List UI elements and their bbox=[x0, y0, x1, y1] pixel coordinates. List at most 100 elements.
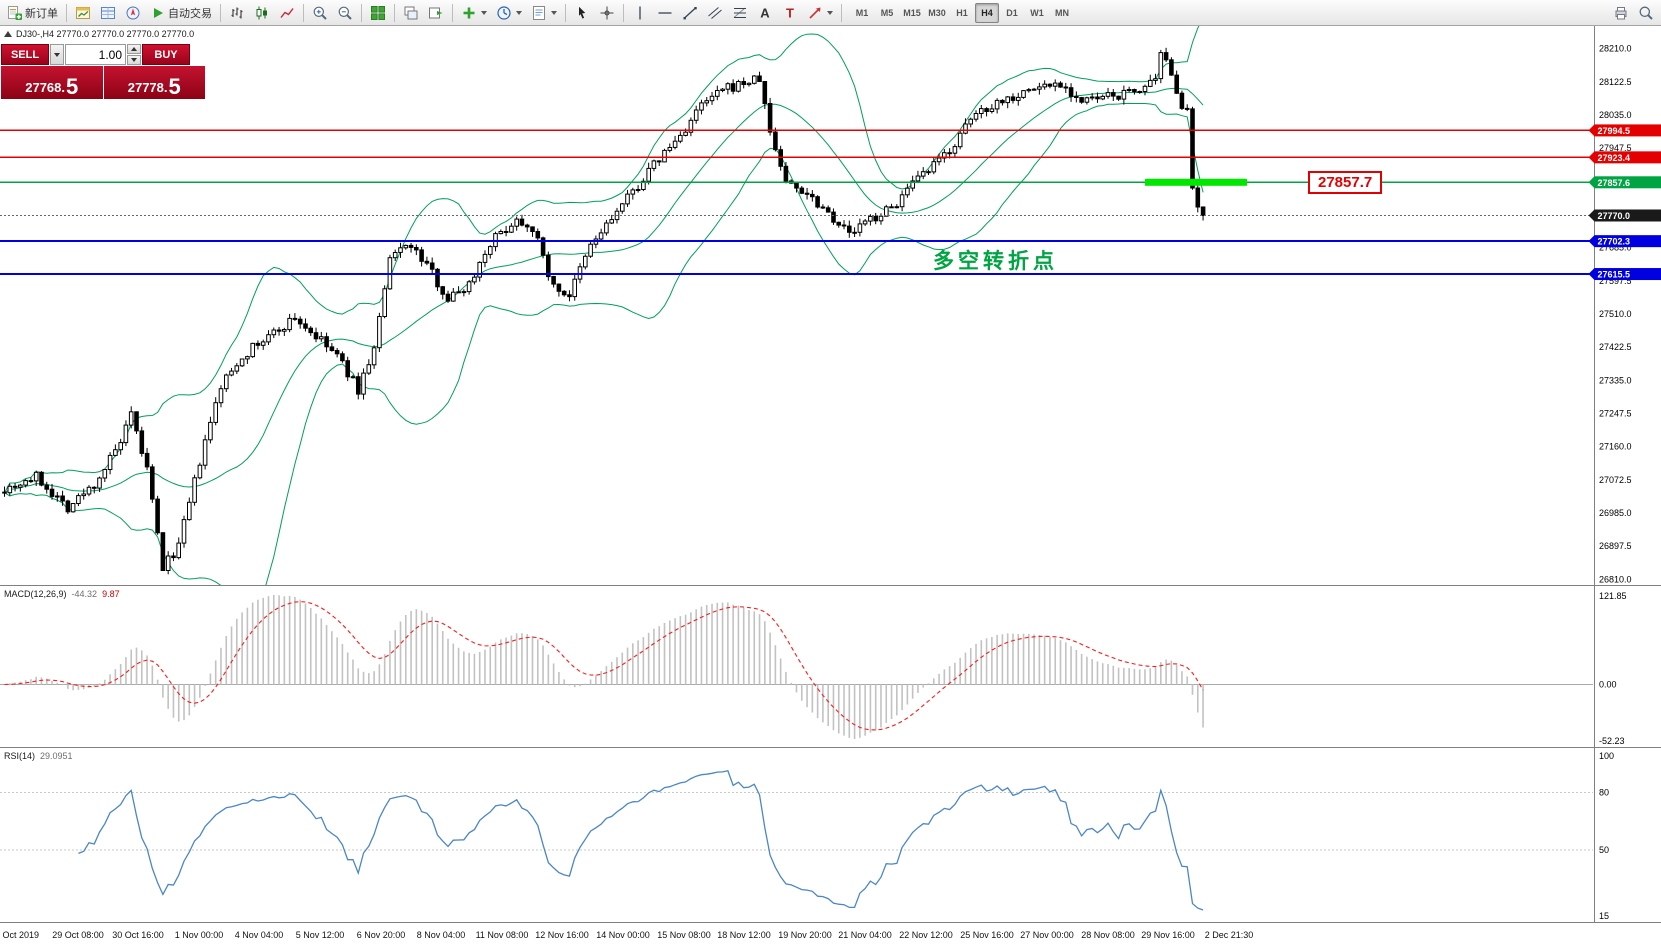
charts-window-button[interactable] bbox=[71, 2, 95, 24]
zoom-out-button[interactable] bbox=[333, 2, 357, 24]
toolbar-separator bbox=[841, 3, 842, 22]
zoom-in-button[interactable] bbox=[308, 2, 332, 24]
macd-signal-line bbox=[4, 601, 1204, 731]
chevron-down-icon bbox=[551, 10, 557, 15]
svg-text:50: 50 bbox=[1599, 845, 1609, 855]
market-watch-button[interactable] bbox=[96, 2, 120, 24]
vertical-line-button[interactable] bbox=[628, 2, 652, 24]
timeframe-h1-button[interactable]: H1 bbox=[956, 7, 968, 18]
templates-button[interactable] bbox=[527, 2, 561, 24]
text-button[interactable]: A bbox=[753, 2, 777, 24]
time-axis-label: 29 Nov 16:00 bbox=[1141, 930, 1195, 940]
sell-price-main: 27768. bbox=[25, 80, 65, 95]
volume-increase-button[interactable] bbox=[127, 44, 141, 54]
horizontal-line-button[interactable] bbox=[653, 2, 677, 24]
current-price-tag-text: 27770.0 bbox=[1598, 211, 1631, 221]
volume-input[interactable] bbox=[65, 44, 126, 65]
svg-text:100: 100 bbox=[1599, 751, 1614, 761]
new-order-button[interactable]: 新订单 bbox=[3, 2, 62, 24]
volume-decrease-button[interactable] bbox=[127, 55, 141, 65]
svg-text:27422.5: 27422.5 bbox=[1599, 342, 1632, 352]
sell-price[interactable]: 27768. 5 bbox=[1, 66, 103, 99]
collapse-panel-icon[interactable] bbox=[4, 31, 12, 37]
fibonacci-button[interactable] bbox=[728, 2, 752, 24]
channel-icon bbox=[707, 5, 723, 21]
volume-dropdown-button[interactable] bbox=[50, 44, 64, 65]
timeframe-h4-button[interactable]: H4 bbox=[975, 2, 999, 23]
timeframe-m1-button[interactable]: M1 bbox=[855, 7, 869, 18]
candlestick-mode-button[interactable] bbox=[250, 2, 274, 24]
svg-text:-52.23: -52.23 bbox=[1599, 736, 1625, 746]
svg-text:15: 15 bbox=[1599, 911, 1609, 921]
chart-shift-button[interactable] bbox=[424, 2, 448, 24]
rsi-indicator-label: RSI(14) 29.0951 bbox=[4, 751, 73, 761]
time-axis[interactable]: 8 Oct 2019 29 Oct 08:00 30 Oct 16:00 1 Nov … bbox=[0, 923, 1661, 949]
buy-price-main: 27778. bbox=[127, 80, 168, 95]
toolbar-right-group bbox=[1609, 2, 1658, 24]
trendline-button[interactable] bbox=[678, 2, 702, 24]
timeframe-m15-button[interactable]: M15 bbox=[903, 7, 921, 18]
svg-text:80: 80 bbox=[1599, 787, 1609, 797]
arrows-button[interactable] bbox=[803, 2, 837, 24]
line-chart-mode-button[interactable] bbox=[275, 2, 299, 24]
chevron-down-icon bbox=[481, 10, 487, 15]
cursor-button[interactable] bbox=[570, 2, 594, 24]
buy-price[interactable]: 27778. 5 bbox=[103, 66, 205, 99]
svg-text:T: T bbox=[786, 5, 794, 20]
macd-histogram bbox=[8, 595, 1204, 739]
time-axis-label: 6 Nov 20:00 bbox=[356, 930, 406, 940]
equidistant-channel-button[interactable] bbox=[703, 2, 727, 24]
crosshair-button[interactable] bbox=[595, 2, 619, 24]
macd-name: MACD(12,26,9) bbox=[4, 589, 67, 599]
bar-chart-mode-button[interactable] bbox=[225, 2, 249, 24]
new-order-label: 新订单 bbox=[25, 7, 58, 20]
symbol-info-text: DJ30-,H4 27770.0 27770.0 27770.0 27770.0 bbox=[16, 29, 195, 39]
svg-text:28122.5: 28122.5 bbox=[1599, 77, 1632, 87]
timeframe-d1-button[interactable]: D1 bbox=[1006, 7, 1018, 18]
svg-text:28210.0: 28210.0 bbox=[1599, 44, 1632, 54]
sell-price-big-digit: 5 bbox=[66, 74, 79, 99]
timeframe-w1-button[interactable]: W1 bbox=[1030, 7, 1044, 18]
time-axis-label: 15 Nov 08:00 bbox=[657, 930, 711, 940]
time-axis-label: 28 Nov 08:00 bbox=[1081, 930, 1135, 940]
play-icon bbox=[150, 5, 166, 21]
time-axis-label: 1 Nov 00:00 bbox=[174, 930, 224, 940]
chart-annotation-text[interactable]: 多空转折点 bbox=[933, 250, 1058, 273]
time-axis-label: 8 Oct 2019 bbox=[0, 930, 40, 940]
trendline-icon bbox=[682, 5, 698, 21]
chart-window[interactable]: 28210.028122.528035.027947.527860.027772… bbox=[0, 26, 1661, 949]
time-axis-label: 14 Nov 00:00 bbox=[596, 930, 650, 940]
svg-text:27160.0: 27160.0 bbox=[1599, 442, 1632, 452]
periods-button[interactable] bbox=[492, 2, 526, 24]
chevron-down-icon bbox=[131, 58, 137, 62]
print-button[interactable] bbox=[1609, 2, 1633, 24]
arrange-icon bbox=[403, 5, 419, 21]
auto-arrange-button[interactable] bbox=[399, 2, 423, 24]
print-icon bbox=[1613, 5, 1629, 21]
price-tag-27615.5-text: 27615.5 bbox=[1598, 270, 1631, 280]
search-button[interactable] bbox=[1634, 2, 1658, 24]
bollinger-bands bbox=[4, 26, 1204, 585]
price-tag-27994.5-text: 27994.5 bbox=[1598, 126, 1631, 136]
timeframe-group: M1 M5 M15 M30 H1 H4 D1 W1 MN bbox=[850, 2, 1074, 23]
timeframe-mn-button[interactable]: MN bbox=[1055, 7, 1069, 18]
svg-text:A: A bbox=[760, 5, 770, 20]
auto-trading-button[interactable]: 自动交易 bbox=[146, 2, 216, 24]
macd-indicator-label: MACD(12,26,9) -44.32 9.87 bbox=[4, 589, 120, 599]
time-axis-label: 29 Oct 08:00 bbox=[52, 930, 104, 940]
price-level-label[interactable]: 27857.7 bbox=[1308, 171, 1383, 194]
tile-windows-button[interactable] bbox=[366, 2, 390, 24]
macd-main-value: -44.32 bbox=[71, 589, 98, 599]
timeframe-m30-button[interactable]: M30 bbox=[928, 7, 946, 18]
auto-trading-label: 自动交易 bbox=[168, 7, 212, 20]
buy-button[interactable]: BUY bbox=[142, 44, 190, 65]
toolbar-separator bbox=[565, 3, 566, 22]
navigator-button[interactable] bbox=[121, 2, 145, 24]
indicators-button[interactable] bbox=[457, 2, 491, 24]
timeframe-m5-button[interactable]: M5 bbox=[880, 7, 894, 18]
support-highlight-segment[interactable] bbox=[1145, 178, 1247, 186]
sell-button[interactable]: SELL bbox=[1, 44, 49, 65]
svg-text:26985.0: 26985.0 bbox=[1599, 508, 1632, 518]
text-label-button[interactable]: T bbox=[778, 2, 802, 24]
